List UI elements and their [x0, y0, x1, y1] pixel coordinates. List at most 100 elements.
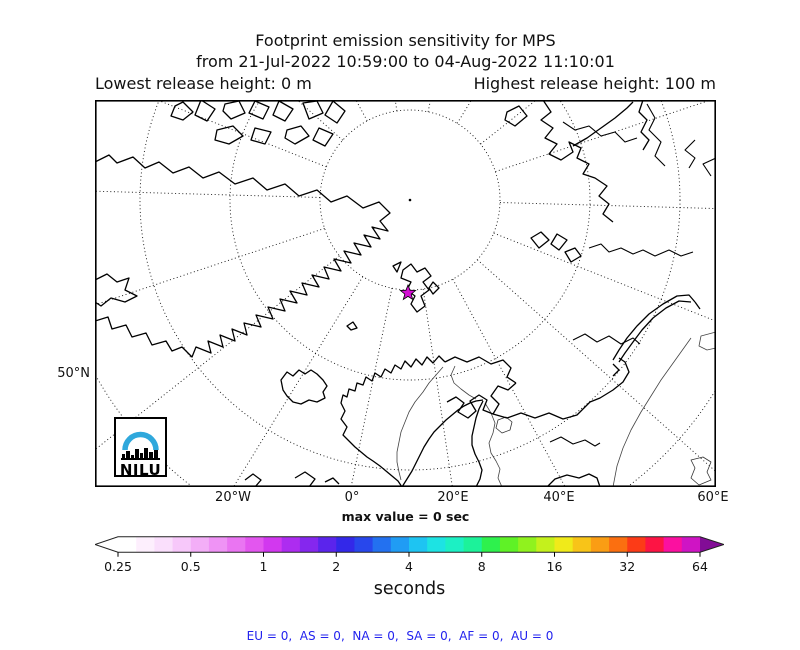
- colorbar-segment: [590, 536, 610, 553]
- colorbar-segment: [390, 536, 410, 553]
- colorbar-segment: [609, 536, 628, 553]
- highest-release-height-label: Highest release height: 100 m: [473, 74, 716, 93]
- coastline-path: [572, 101, 634, 147]
- coastline-path: [550, 233, 568, 251]
- river-path: [702, 157, 716, 177]
- meridian-line: [456, 100, 473, 124]
- coastline-path: [401, 399, 484, 487]
- coastline-path: [428, 281, 440, 295]
- coastline-path: [564, 247, 582, 263]
- colorbar-segment: [445, 536, 464, 553]
- map-layers: [95, 100, 716, 487]
- meridian-line: [95, 190, 321, 198]
- colorbar-right-arrow: [700, 536, 724, 553]
- colorbar-segment: [572, 536, 592, 553]
- latitude-circle: [139, 100, 681, 471]
- meridian-line: [495, 100, 713, 173]
- river-path: [684, 139, 696, 169]
- meridian-line: [350, 288, 393, 487]
- colorbar-segment: [172, 536, 192, 553]
- coastline-path: [248, 100, 270, 120]
- longitude-tick-label: 20°W: [215, 490, 251, 505]
- colorbar-tick-label: 8: [477, 559, 486, 574]
- colorbar-ticks: [117, 552, 701, 557]
- coastline-path: [222, 100, 246, 120]
- coastline-path: [312, 127, 334, 147]
- colorbar-tick-label: 1: [259, 559, 268, 574]
- map-area: NILU: [95, 100, 717, 487]
- coastline-path: [244, 473, 262, 487]
- coastline-path: [95, 154, 391, 358]
- colorbar-left-arrow: [95, 536, 118, 553]
- colorbar-tick-labels: 0.25 0.5 1 2 4 8 16 32 64: [95, 559, 724, 575]
- coastline-path: [284, 125, 310, 145]
- colorbar-segment: [499, 536, 519, 553]
- coastline-path: [492, 357, 630, 420]
- meridian-line: [232, 276, 364, 487]
- colorbar-segment: [663, 536, 683, 553]
- colorbar-segment: [299, 536, 319, 553]
- longitude-tick-label: 0°: [344, 490, 360, 505]
- coastline-path: [618, 300, 692, 363]
- coastline-path: [302, 100, 324, 120]
- coastline-path: [392, 261, 402, 273]
- lowest-release-height-label: Lowest release height: 0 m: [95, 74, 312, 93]
- colorbar-tick-label: 64: [692, 559, 708, 574]
- meridian-line: [493, 232, 716, 322]
- colorbar: [93, 536, 726, 563]
- meridian-line: [477, 259, 716, 473]
- colorbar-segment: [463, 536, 483, 553]
- river: [549, 103, 716, 447]
- plot-subtitle-dates: from 21-Jul-2022 10:59:00 to 04-Aug-2022…: [196, 52, 615, 71]
- coastline-path: [504, 105, 528, 127]
- meridian-line: [156, 100, 327, 168]
- meridian-line: [422, 288, 453, 487]
- coastline-path: [280, 369, 328, 405]
- meridian-line: [296, 100, 343, 141]
- meridian-line: [95, 227, 325, 306]
- plot-title: Footprint emission sensitivity for MPS: [255, 31, 556, 50]
- nilu-skyline-icon: [121, 448, 160, 460]
- coastline-path: [546, 473, 601, 487]
- colorbar-tick-label: 0.25: [104, 559, 132, 574]
- colorbar-segment: [263, 536, 283, 553]
- coastline-path: [530, 231, 550, 249]
- lake: [495, 416, 712, 486]
- colorbar-segment: [627, 536, 646, 553]
- release-site-star-marker: [399, 283, 417, 301]
- coastline-path: [638, 100, 650, 151]
- colorbar-unit-label: seconds: [373, 579, 446, 599]
- nilu-logo-graphic: [121, 431, 160, 460]
- coastline-path: [612, 363, 620, 377]
- colorbar-segment: [354, 536, 373, 553]
- polar-map-canvas: [95, 100, 717, 487]
- colorbar-tick-label: 4: [405, 559, 413, 574]
- longitude-tick-label: 20°E: [437, 490, 469, 505]
- colorbar-canvas: [93, 536, 726, 557]
- colorbar-segment: [318, 536, 337, 553]
- latitude-circle: [229, 100, 591, 381]
- colorbar-segment: [245, 536, 264, 553]
- colorbar-segment: [481, 536, 501, 553]
- colorbar-tick-label: 32: [619, 559, 636, 574]
- colorbar-segment: [136, 536, 155, 553]
- colorbar-segment: [554, 536, 574, 553]
- graticule: [95, 100, 716, 487]
- coastline-path: [694, 301, 701, 310]
- nilu-logo-text: NILU: [119, 461, 162, 479]
- coastline-path: [612, 294, 696, 361]
- coastline-path: [400, 263, 432, 313]
- colorbar-tick-label: 0.5: [180, 559, 201, 574]
- coastline-path: [95, 273, 138, 307]
- coastline-path: [471, 400, 484, 487]
- coastline-path: [444, 356, 517, 384]
- colorbar-segment: [645, 536, 664, 553]
- coastline-path: [250, 127, 272, 145]
- map-frame: [95, 100, 717, 487]
- coastline-path: [324, 100, 346, 124]
- colorbar-segment: [372, 536, 392, 553]
- country-border-path: [484, 402, 503, 487]
- release-height-row: Lowest release height: 0 m Highest relea…: [95, 74, 716, 93]
- longitude-tick-label: 40°E: [543, 490, 575, 505]
- country-border-path: [450, 365, 477, 400]
